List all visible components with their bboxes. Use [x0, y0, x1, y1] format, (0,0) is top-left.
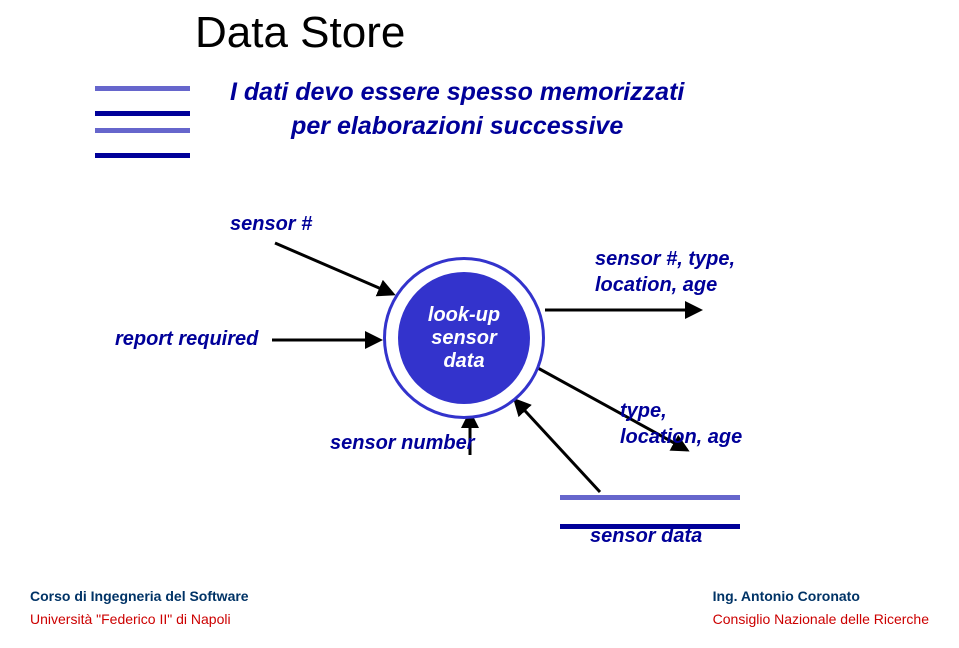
- slide-subtitle: I dati devo essere spesso memorizzati pe…: [230, 76, 684, 144]
- label-sensor-number: sensor number: [330, 432, 474, 455]
- datastore-icon: [95, 128, 190, 158]
- label-output1-line1: sensor #, type,: [595, 248, 735, 271]
- process-line-1: look-up: [428, 304, 500, 327]
- footer-left-line1: Corso di Ingegneria del Software: [30, 585, 249, 607]
- footer-right-line2: Consiglio Nazionale delle Ricerche: [713, 608, 929, 630]
- footer-left-line2: Università "Federico II" di Napoli: [30, 608, 249, 630]
- footer-right-line1: Ing. Antonio Coronato: [713, 585, 929, 607]
- sensor-data-label: sensor data: [590, 525, 702, 548]
- process-line-3: data: [443, 350, 484, 373]
- arrow: [275, 243, 393, 294]
- subtitle-line1: I dati devo essere spesso memorizzati: [230, 78, 684, 106]
- process-node-outer: look-up sensor data: [383, 257, 545, 419]
- process-node-inner: look-up sensor data: [398, 272, 530, 404]
- footer-left: Corso di Ingegneria del Software Univers…: [30, 585, 249, 630]
- label-output1-line2: location, age: [595, 274, 717, 297]
- datastore-icon: [95, 86, 190, 116]
- arrow: [515, 400, 600, 492]
- datastore-icon: [560, 495, 740, 529]
- label-report-required: report required: [115, 328, 258, 351]
- label-sensor-hash: sensor #: [230, 213, 312, 236]
- footer-right: Ing. Antonio Coronato Consiglio Nazional…: [713, 585, 929, 630]
- slide: Data Store I dati devo essere spesso mem…: [0, 0, 959, 648]
- process-line-2: sensor: [431, 327, 497, 350]
- slide-title: Data Store: [195, 8, 405, 58]
- label-output2-line2: location, age: [620, 426, 742, 449]
- label-output2-line1: type,: [620, 400, 667, 423]
- subtitle-line2: per elaborazioni successive: [291, 112, 623, 140]
